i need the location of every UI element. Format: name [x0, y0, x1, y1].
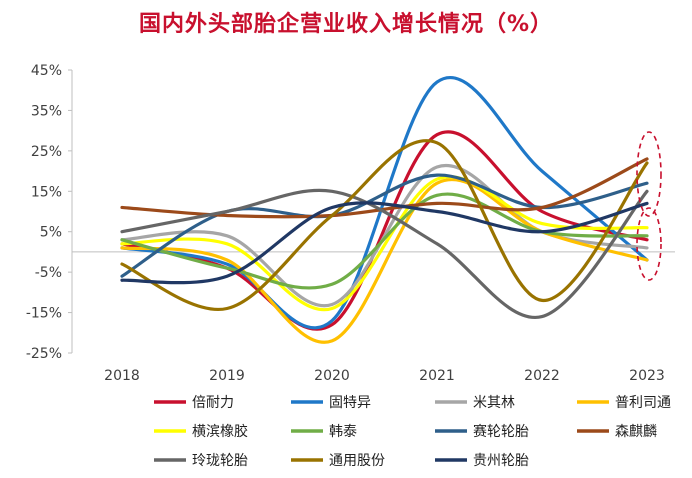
- series-line-5: [120, 175, 649, 312]
- chart-title: 国内外头部胎企营业收入增长情况（%）: [138, 12, 554, 37]
- series-line-2: [120, 76, 649, 330]
- y-tick-label: 15%: [31, 184, 62, 200]
- series-line-9: [120, 188, 649, 320]
- legend-label: 米其林: [473, 395, 515, 411]
- series-line-7: [120, 173, 649, 278]
- legend-label: 普利司通: [615, 395, 671, 411]
- highlight-ellipse-lower: [636, 207, 662, 281]
- x-tick-label: 2018: [104, 368, 140, 384]
- legend-label: 通用股份: [329, 453, 385, 469]
- legend-label: 玲珑轮胎: [192, 453, 248, 469]
- y-tick-label: 35%: [31, 103, 62, 119]
- y-tick-label: 5%: [40, 225, 62, 241]
- y-tick-label: -15%: [26, 306, 62, 322]
- x-tick-label: 2020: [314, 368, 350, 384]
- legend-label: 横滨橡胶: [192, 423, 248, 440]
- x-tick-label: 2023: [629, 368, 665, 384]
- series-line-11: [120, 201, 649, 285]
- x-tick-label: 2019: [209, 368, 245, 384]
- legend-label: 倍耐力: [192, 395, 234, 411]
- series-line-10: [120, 139, 649, 312]
- legend-label: 固特异: [329, 395, 371, 411]
- y-tick-label: -5%: [35, 265, 62, 281]
- x-tick-label: 2021: [419, 368, 455, 384]
- y-tick-label: 25%: [31, 144, 62, 160]
- legend-label: 赛轮轮胎: [473, 424, 529, 440]
- y-tick-label: 45%: [31, 63, 62, 79]
- y-tick-label: -25%: [26, 346, 62, 362]
- series-line-8: [120, 157, 649, 219]
- legend-label: 森麒麟: [615, 424, 657, 440]
- highlight-ellipse-upper: [636, 131, 662, 217]
- legend-label: 韩泰: [329, 424, 357, 440]
- x-tick-label: 2022: [524, 368, 560, 384]
- legend-label: 贵州轮胎: [473, 453, 529, 469]
